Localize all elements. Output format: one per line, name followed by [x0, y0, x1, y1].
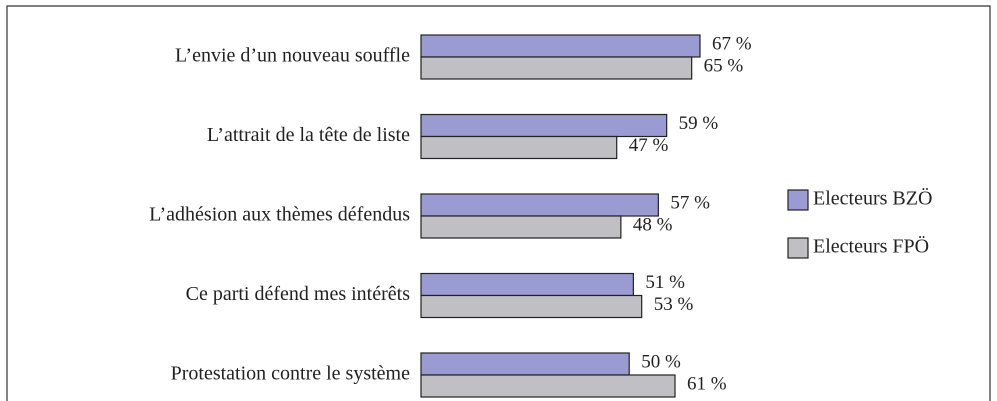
- value-label: 51 %: [645, 272, 685, 293]
- legend-label: Electeurs BZÖ: [813, 187, 932, 210]
- value-label: 47 %: [629, 135, 669, 156]
- legend-swatch: [787, 237, 809, 259]
- category-label: Protestation contre le système: [171, 363, 411, 385]
- bar: [420, 56, 693, 80]
- bar: [420, 374, 676, 398]
- value-label: 53 %: [654, 294, 694, 315]
- value-label: 65 %: [704, 55, 744, 76]
- category-label: L’attrait de la tête de liste: [207, 124, 410, 146]
- bar: [420, 215, 622, 239]
- bar: [420, 135, 618, 160]
- category-label: L’adhésion aux thèmes défendus: [149, 204, 410, 226]
- bar: [420, 113, 668, 138]
- bar: [420, 272, 634, 297]
- value-label: 50 %: [641, 351, 681, 372]
- bar: [420, 193, 659, 217]
- bar: [420, 34, 701, 58]
- value-label: 57 %: [670, 192, 710, 213]
- value-label: 48 %: [633, 214, 673, 235]
- category-label: Ce parti défend mes intérêts: [186, 283, 411, 305]
- legend-swatch: [787, 189, 809, 211]
- category-label: L’envie d’un nouveau souffle: [175, 45, 410, 67]
- value-label: 61 %: [687, 373, 727, 394]
- frame: [6, 5, 991, 401]
- bar: [420, 352, 630, 376]
- value-label: 59 %: [679, 113, 719, 134]
- legend-label: Electeurs FPÖ: [813, 235, 929, 258]
- bar: [420, 294, 643, 319]
- value-label: 67 %: [712, 33, 752, 54]
